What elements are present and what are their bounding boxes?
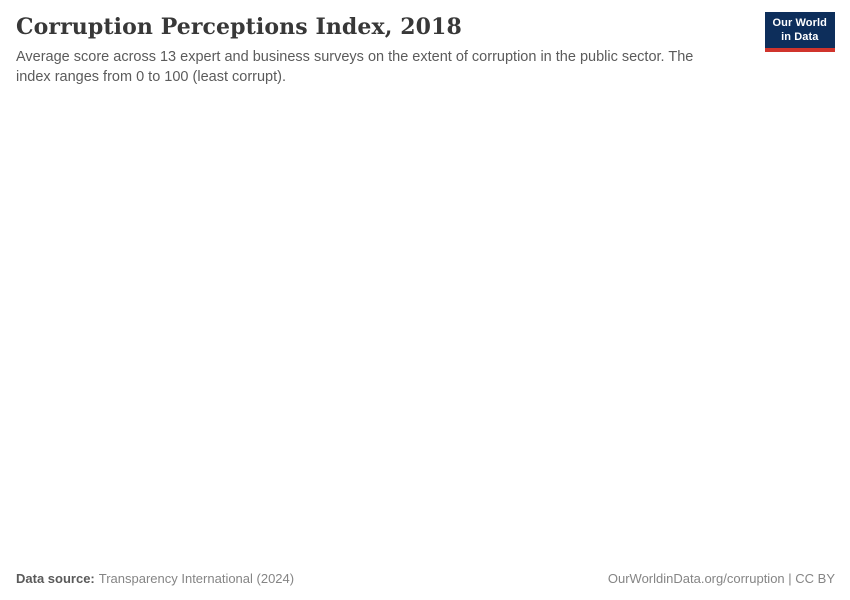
data-source: Data source: Transparency International (…: [16, 571, 294, 586]
owid-logo-line1: Our World: [772, 17, 827, 29]
data-source-label: Data source:: [16, 571, 95, 586]
owid-logo-line2: in Data: [781, 30, 819, 43]
chart-header: Corruption Perceptions Index, 2018 Avera…: [0, 0, 850, 87]
owid-logo: Our World in Data: [764, 12, 835, 52]
citation-text: OurWorldinData.org/corruption | CC BY: [607, 571, 835, 586]
chart-area: [0, 100, 850, 560]
chart-footer: Data source: Transparency International (…: [16, 571, 835, 586]
chart-title: Corruption Perceptions Index, 2018: [16, 14, 462, 40]
data-source-value: Transparency International (2024): [98, 571, 295, 586]
chart-subtitle: Average score across 13 expert and busin…: [16, 49, 694, 85]
